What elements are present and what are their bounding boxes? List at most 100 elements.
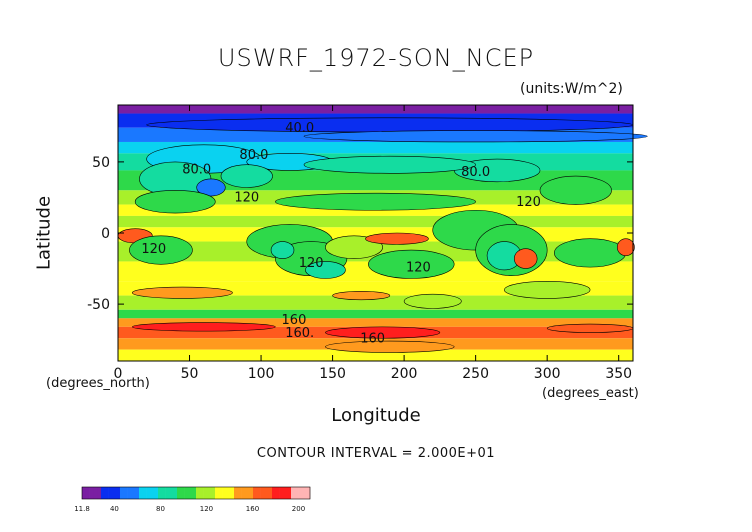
x-tick-label: 150: [319, 366, 346, 382]
colorbar-swatch: [256, 487, 261, 499]
colorbar-swatch: [192, 487, 197, 499]
colorbar-swatch: [180, 487, 185, 499]
colorbar-swatch: [264, 487, 269, 499]
field-region: [220, 164, 273, 188]
contour-label: 120: [234, 191, 259, 206]
colorbar-swatch: [93, 487, 98, 499]
colorbar-swatch: [169, 487, 174, 499]
colorbar-swatch: [127, 487, 132, 499]
x-tick-label: 200: [391, 366, 418, 382]
field-region: [403, 293, 462, 309]
colorbar-swatch: [177, 487, 182, 499]
chart-title: USWRF_1972-SON_NCEP: [217, 44, 535, 72]
field-region: [325, 326, 441, 339]
colorbar-swatch: [146, 487, 151, 499]
field-band: [118, 349, 633, 361]
colorbar-frame: [81, 486, 311, 500]
colorbar-tick-label: 80: [156, 505, 165, 513]
colorbar-swatch: [268, 487, 273, 499]
colorbar-swatch: [279, 487, 284, 499]
colorbar-swatch: [85, 487, 90, 499]
colorbar-swatch: [249, 487, 254, 499]
colorbar-swatch: [272, 487, 277, 499]
colorbar-swatch: [222, 487, 227, 499]
colorbar-swatch: [158, 487, 163, 499]
colorbar-swatch: [116, 487, 121, 499]
colorbar-min-label: 11.8: [74, 505, 90, 513]
colorbar-swatch: [131, 487, 136, 499]
contour-label: 120: [299, 256, 324, 271]
contour-label: 80.0: [239, 148, 268, 163]
colorbar-swatch: [287, 487, 292, 499]
x-tick-label: 350: [605, 366, 632, 382]
colorbar-swatch: [211, 487, 216, 499]
colorbar-swatch: [306, 487, 311, 499]
field-region: [554, 238, 627, 268]
colorbar-swatch: [218, 487, 223, 499]
axes: 0 50 100 150 200 250 300 350 50 0 -50: [87, 105, 633, 382]
colorbar-swatch: [104, 487, 109, 499]
colorbar-tick-label: 40: [110, 505, 119, 513]
contour-label: 120: [516, 195, 541, 210]
contour-label: 40.0: [285, 121, 314, 136]
field-region: [270, 241, 295, 259]
colorbar-swatch: [97, 487, 102, 499]
colorbar-swatch: [188, 487, 193, 499]
colorbar-swatch: [298, 487, 303, 499]
field-region: [616, 238, 635, 257]
colorbar-swatch: [260, 487, 265, 499]
colorbar-swatch: [112, 487, 117, 499]
field-region: [332, 291, 391, 301]
field-band: [118, 215, 633, 228]
colorbar-swatch: [207, 487, 212, 499]
colorbar-swatch: [150, 487, 155, 499]
field-band: [118, 309, 633, 319]
contour-label: 120: [141, 242, 166, 257]
x-axis-unit: (degrees_east): [542, 386, 639, 401]
field-region: [129, 235, 193, 265]
colorbar-swatch: [165, 487, 170, 499]
units-label: (units:W/m^2): [520, 81, 623, 97]
heatmap-field: [117, 105, 648, 361]
colorbar-swatch: [237, 487, 242, 499]
y-tick-label: -50: [87, 297, 110, 313]
colorbar-swatch: [302, 487, 307, 499]
colorbar-swatch: [215, 487, 220, 499]
x-tick-label: 300: [534, 366, 561, 382]
field-region: [546, 323, 634, 333]
field-region: [146, 117, 634, 133]
contour-interval-label: CONTOUR INTERVAL = 2.000E+01: [256, 446, 496, 461]
contour-label: 80.0: [461, 165, 490, 180]
field-region: [132, 286, 233, 299]
colorbar-swatch: [173, 487, 178, 499]
colorbar-swatch: [275, 487, 280, 499]
colorbar-swatch: [135, 487, 140, 499]
field-band: [118, 141, 633, 154]
field-region: [303, 130, 648, 143]
x-tick-label: 250: [462, 366, 489, 382]
field-band: [118, 281, 633, 296]
colorbar-swatch: [89, 487, 94, 499]
field-band: [118, 318, 633, 327]
field-region: [325, 340, 455, 353]
field-region: [513, 248, 538, 269]
colorbar-swatch: [230, 487, 235, 499]
colorbar: 11.8 40 80 120 160 200: [74, 486, 311, 513]
colorbar-swatch: [82, 487, 87, 499]
field-region: [303, 155, 476, 174]
field-region: [503, 281, 591, 299]
field-band: [118, 105, 633, 114]
colorbar-swatch: [241, 487, 246, 499]
colorbar-swatch: [294, 487, 299, 499]
x-axis-label: Longitude: [331, 405, 421, 426]
y-tick-label: 50: [92, 155, 110, 171]
colorbar-swatch: [203, 487, 208, 499]
colorbar-swatch: [291, 487, 296, 499]
colorbar-swatch: [161, 487, 166, 499]
colorbar-swatch: [196, 487, 201, 499]
y-axis-unit: (degrees_north): [46, 376, 150, 391]
colorbar-swatch: [123, 487, 128, 499]
contour-label: 160.: [285, 326, 314, 341]
